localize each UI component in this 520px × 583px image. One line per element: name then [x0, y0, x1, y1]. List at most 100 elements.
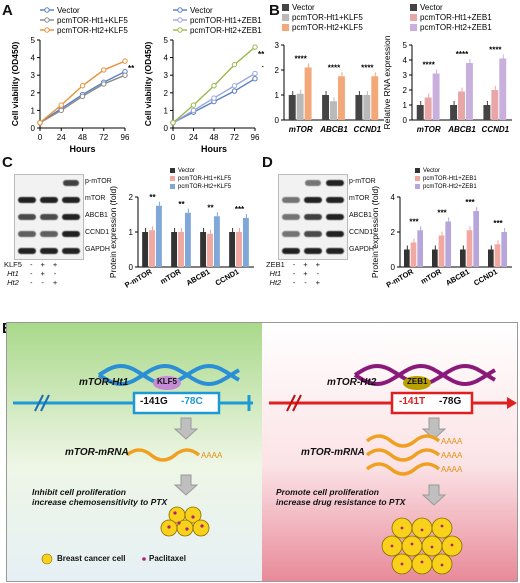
band	[304, 248, 322, 254]
significance-mark: ***	[437, 209, 447, 218]
bar	[330, 101, 337, 120]
bar	[445, 221, 451, 267]
left-snp1: -141G	[140, 396, 168, 407]
bar	[229, 232, 236, 267]
data-point	[252, 76, 258, 82]
cell: -	[292, 260, 296, 269]
y-tick-label: 2	[391, 228, 396, 237]
x-tick-label: 48	[78, 133, 87, 142]
bar	[473, 211, 479, 267]
legend-label: pcmTOR-Ht1+KLF5	[57, 16, 128, 25]
bar	[288, 95, 296, 120]
right-snp2: -78G	[439, 396, 462, 407]
bar	[494, 244, 501, 267]
bar	[304, 67, 312, 120]
data-point	[231, 61, 238, 68]
legend-cell-label: Breast cancer cell	[57, 554, 126, 563]
condition-table-d: ZEB1- + + Ht1- + - Ht2- - +	[262, 260, 324, 287]
bar	[296, 93, 304, 120]
y-tick-label: 1	[129, 228, 134, 237]
category-label: CCND1	[472, 267, 499, 288]
bar	[242, 218, 249, 267]
significance-mark: ****	[294, 55, 307, 64]
data-point	[101, 67, 107, 73]
legend-label: Vector	[420, 3, 443, 12]
y-tick-label: 2	[31, 89, 36, 98]
bar	[438, 235, 445, 267]
band	[18, 231, 36, 237]
band	[62, 248, 80, 254]
cell: +	[315, 260, 321, 269]
y-tick-label: 0	[129, 263, 134, 272]
blot-label: CCND1	[349, 229, 374, 236]
x-tick-label: 96	[251, 133, 260, 142]
data-point	[252, 70, 258, 77]
legend-swatch	[170, 184, 175, 189]
band	[282, 231, 300, 237]
band	[40, 248, 58, 254]
schematic-graphics	[13, 363, 517, 575]
right-polya: AAAA	[441, 465, 463, 474]
data-point	[252, 44, 258, 50]
data-point	[37, 120, 43, 126]
x-tick-label: 0	[171, 133, 176, 142]
panel-label-a: A	[2, 2, 13, 19]
y-axis-label: Cell viability (OD450)	[143, 42, 153, 127]
right-arrow-head	[507, 397, 517, 409]
y-axis-label: Protein expression (fold)	[108, 186, 118, 278]
bar	[465, 63, 473, 120]
cell: -	[292, 278, 296, 287]
legend-drug-label: Paclitaxel	[149, 554, 186, 563]
bar	[213, 216, 220, 267]
zeb1-oval	[403, 376, 431, 390]
band	[326, 214, 344, 220]
bar	[155, 205, 162, 267]
cell: +	[40, 260, 45, 269]
band	[63, 180, 79, 186]
band	[282, 197, 300, 203]
legend-label: pcmTOR-Ht1+KLF5	[292, 13, 363, 22]
bar	[322, 95, 330, 120]
bar	[142, 232, 149, 267]
legend-cell-icon	[41, 553, 53, 565]
down-arrows	[173, 417, 447, 506]
y-tick-label: 4	[391, 193, 396, 202]
legend-label: pcmTOR-Ht2+KLF5	[178, 184, 232, 190]
band	[18, 248, 36, 254]
cell: +	[303, 269, 308, 278]
x-tick-label: 72	[230, 133, 239, 142]
y-axis-label: Protein expression (fold)	[370, 186, 380, 278]
data-point	[122, 58, 128, 64]
band	[282, 248, 300, 254]
legend-label: Vector	[190, 6, 213, 15]
category-label: CCND1	[214, 267, 241, 288]
row-name: Ht2	[269, 278, 282, 287]
legend-marker	[177, 7, 183, 13]
cell: -	[292, 269, 296, 278]
category-label: mTOR	[419, 267, 443, 286]
cell: +	[52, 260, 58, 269]
bar	[458, 91, 465, 120]
bar	[466, 230, 473, 267]
right-mrna-wave	[365, 462, 441, 476]
band	[40, 231, 58, 237]
bar	[424, 97, 432, 120]
left-drug-dots	[167, 511, 204, 531]
significance-mark: **	[207, 203, 214, 212]
legend-swatch	[282, 4, 289, 11]
left-gene-label: mTOR-Ht1	[79, 377, 129, 388]
legend-swatch	[415, 176, 420, 181]
right-gene-label: mTOR-Ht2	[327, 377, 377, 388]
data-point	[170, 120, 176, 126]
left-mrna-wave	[125, 448, 201, 462]
break-mark-left	[34, 394, 50, 412]
bar	[184, 212, 191, 267]
category-label: mTOR	[417, 125, 441, 134]
y-tick-label: 1	[31, 106, 36, 115]
right-tf-label: ZEB1	[407, 377, 428, 386]
y-axis-label: Relative RNA expression	[262, 35, 264, 129]
significance-mark: ***	[465, 198, 475, 207]
bar	[432, 249, 438, 267]
band	[326, 197, 344, 203]
band	[40, 214, 58, 220]
